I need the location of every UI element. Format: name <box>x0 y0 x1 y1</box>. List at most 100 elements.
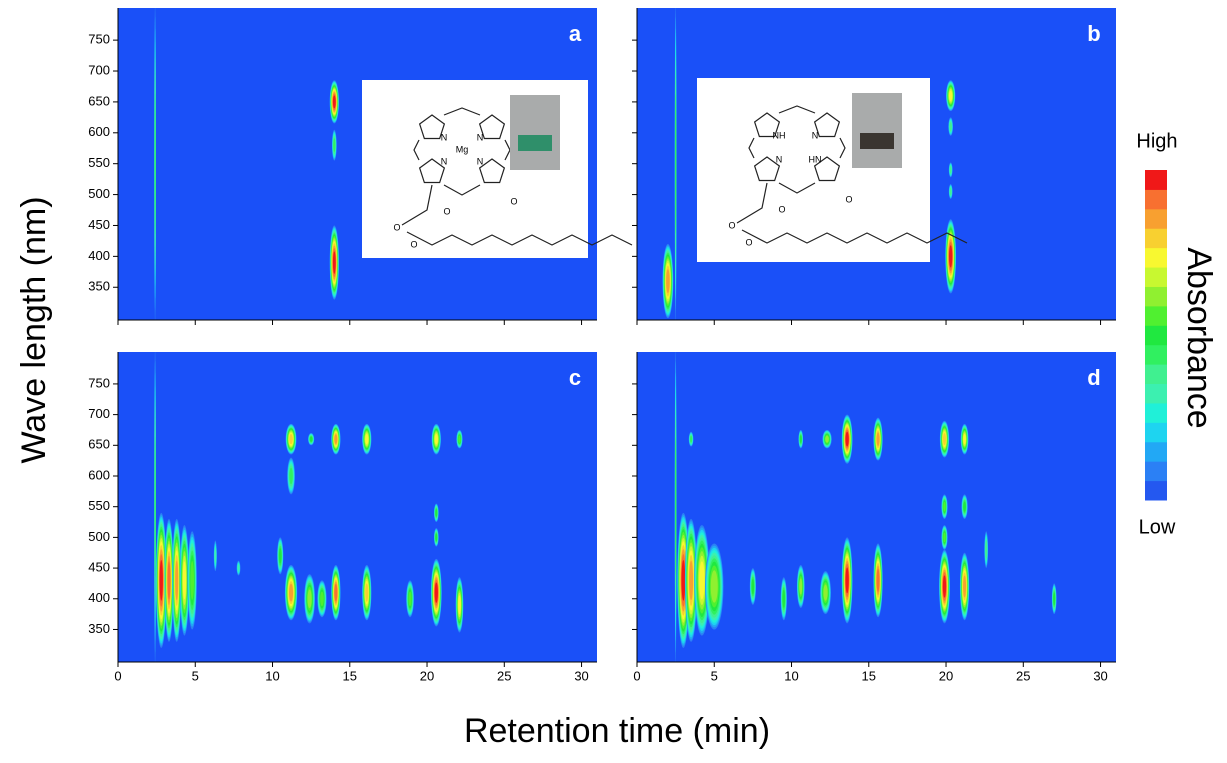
plot-area <box>154 8 339 320</box>
peak <box>960 423 969 455</box>
peak <box>841 414 853 464</box>
plot-area <box>154 352 464 662</box>
contour-level <box>307 589 312 609</box>
x-tick-label: 20 <box>420 668 434 683</box>
contour-level <box>823 584 828 601</box>
atom-label: N <box>776 154 783 164</box>
peak <box>873 417 883 461</box>
colorbar-step <box>1145 422 1167 443</box>
x-tick-label: 0 <box>114 668 121 683</box>
atom-label: O <box>778 204 785 214</box>
peak <box>277 537 284 575</box>
peak <box>362 565 372 621</box>
x-axis-title: Retention time (min) <box>464 712 770 750</box>
plot-area <box>674 352 1057 662</box>
colorbar-step <box>1145 383 1167 404</box>
x-tick-label: 20 <box>939 668 953 683</box>
peak <box>213 540 217 572</box>
x-tick-label: 15 <box>343 668 357 683</box>
colorbar-step <box>1145 402 1167 423</box>
contour-level <box>751 578 755 595</box>
peak <box>179 525 190 636</box>
contour-level <box>943 532 946 543</box>
panel-label: b <box>1087 21 1100 46</box>
colorbar-step <box>1145 247 1167 268</box>
y-axis-title: Wave length (nm) <box>15 196 53 463</box>
peak <box>688 431 694 447</box>
peak <box>430 558 442 627</box>
contour-level <box>1053 592 1056 606</box>
x-tick-label: 5 <box>711 668 718 683</box>
contour-level <box>175 560 179 601</box>
atom-label: O <box>728 220 735 230</box>
contour-level <box>845 431 849 447</box>
panel: 0 5 10 15 20 25 30 350 400 450 500 550 600 650 700 750 c <box>88 352 597 683</box>
peak <box>284 565 298 621</box>
y-tick-label: 700 <box>88 406 110 421</box>
contour-level <box>333 138 336 153</box>
peak <box>329 80 339 124</box>
colorbar-step <box>1145 208 1167 229</box>
contour-level <box>876 432 880 447</box>
colorbar-step <box>1145 364 1167 385</box>
peak <box>285 423 297 455</box>
x-tick-label: 30 <box>574 668 588 683</box>
contour-level <box>799 578 803 595</box>
peak <box>959 552 970 621</box>
peak <box>941 494 948 519</box>
vial-liquid <box>860 133 894 149</box>
colorbar-step <box>1145 344 1167 365</box>
peak <box>674 352 677 662</box>
x-tick-label: 30 <box>1093 668 1107 683</box>
atom-label: HN <box>809 154 822 164</box>
contour-level <box>845 567 849 594</box>
contour-level <box>167 561 171 600</box>
contour-level <box>434 582 438 603</box>
plot-area <box>662 8 957 320</box>
peak <box>948 184 953 199</box>
peak <box>308 433 315 446</box>
peak <box>406 580 414 618</box>
contour-level <box>799 435 802 444</box>
contour-level <box>434 433 438 445</box>
atom-label: N <box>441 132 448 142</box>
contour-level <box>943 501 946 512</box>
panel-label: d <box>1087 365 1100 390</box>
plot-background <box>118 352 597 662</box>
contour-level <box>365 433 369 445</box>
peak <box>433 528 439 547</box>
peak <box>433 503 439 523</box>
peak <box>961 494 968 519</box>
atom-label: N <box>477 132 484 142</box>
contour-level <box>949 90 953 102</box>
contour-level <box>190 560 195 600</box>
panel-label: c <box>569 365 581 390</box>
atom-label: Mg <box>456 144 469 154</box>
y-tick-label: 700 <box>88 62 110 77</box>
peak <box>796 565 805 608</box>
y-tick-label: 500 <box>88 529 110 544</box>
contour-level <box>458 435 461 443</box>
vial-photo <box>852 93 902 168</box>
contour-level <box>458 595 461 615</box>
contour-level <box>435 508 438 517</box>
pyrrole-ring <box>813 156 841 182</box>
contour-level <box>825 435 829 443</box>
peak <box>948 117 953 136</box>
peak <box>939 420 950 458</box>
peak <box>1051 583 1057 615</box>
x-tick-label: 0 <box>633 668 640 683</box>
pyrrole-ring <box>418 114 446 140</box>
x-tick-label: 5 <box>192 668 199 683</box>
contour-level <box>666 269 670 293</box>
contour-level <box>963 501 966 512</box>
contour-level <box>949 166 952 174</box>
contour-level <box>949 187 952 196</box>
peak <box>331 565 341 621</box>
contour-level <box>334 434 338 445</box>
x-tick-label: 25 <box>497 668 511 683</box>
contour-level <box>159 559 163 601</box>
